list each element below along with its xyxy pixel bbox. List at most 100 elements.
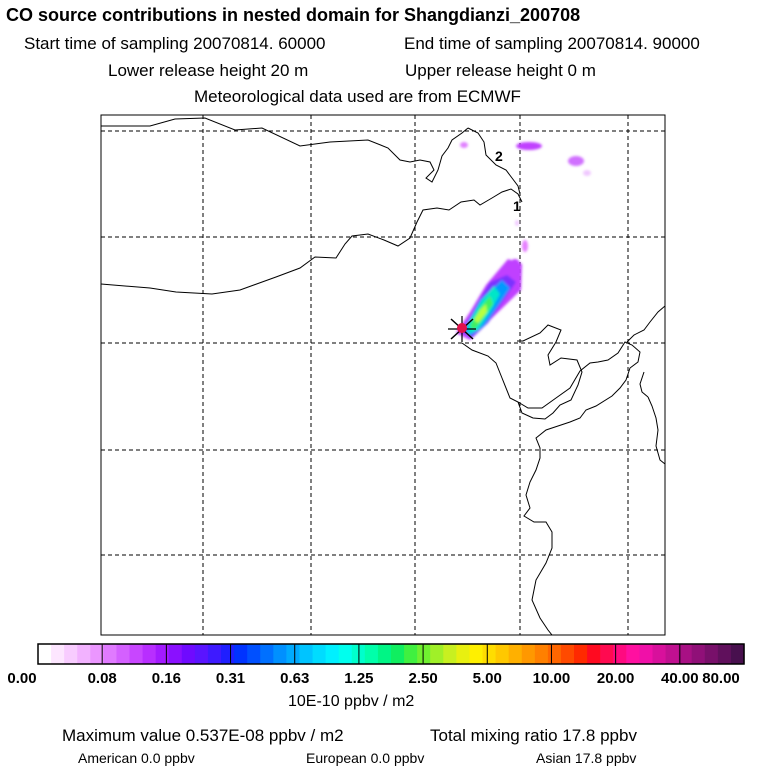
colorbar-cell xyxy=(534,644,549,664)
colorbar-tick-label: 1.25 xyxy=(344,670,374,687)
colorbar-cell xyxy=(691,644,706,664)
colorbar-tick-label: 0.00 xyxy=(7,670,37,687)
colorbar-cell xyxy=(574,644,588,664)
colorbar-tick-label: 0.31 xyxy=(215,670,246,687)
receptor-marker xyxy=(448,316,476,342)
colorbar-cell xyxy=(338,644,353,664)
coastline-north xyxy=(467,127,521,195)
colorbar-cell xyxy=(299,644,314,664)
colorbar-cell xyxy=(521,644,536,664)
plume-patch-e xyxy=(583,170,591,176)
plume-patch-a xyxy=(509,259,521,277)
colorbar-cell xyxy=(717,644,732,664)
colorbar-cell xyxy=(730,644,745,664)
colorbar-cell xyxy=(495,644,510,664)
plume-patch-f xyxy=(460,142,468,148)
colorbar-cell xyxy=(430,644,444,664)
american-contribution: American 0.0 ppbv xyxy=(78,750,195,766)
colorbar-cell xyxy=(51,644,65,664)
colorbar-cell xyxy=(364,644,379,664)
coastline-korea xyxy=(626,305,665,343)
european-contribution: European 0.0 ppbv xyxy=(306,750,425,766)
colorbar-cell xyxy=(613,644,627,664)
colorbar-dividers xyxy=(101,644,681,664)
lower-release-height-label: Lower release height 20 m xyxy=(108,61,309,80)
map-grid xyxy=(101,115,665,635)
total-mixing-ratio: Total mixing ratio 17.8 ppbv xyxy=(430,726,637,745)
coastline-bohai xyxy=(461,324,583,420)
colorbar-cell xyxy=(404,644,418,664)
colorbar-tick-label: 20.00 xyxy=(596,670,635,687)
colorbar-cell xyxy=(704,644,719,664)
colorbar-cell xyxy=(168,644,183,664)
colorbar-cell xyxy=(90,644,104,664)
boundary-north xyxy=(101,117,469,183)
colorbar-cell xyxy=(234,644,248,664)
colorbar-cell xyxy=(587,644,601,664)
plume-patch-d xyxy=(568,156,584,166)
colorbar-cell xyxy=(103,644,118,664)
colorbar-tick-label: 5.00 xyxy=(472,670,502,687)
colorbar-cell xyxy=(456,644,471,664)
colorbar-cell xyxy=(273,644,287,664)
colorbar-cell xyxy=(207,644,222,664)
colorbar-cell xyxy=(547,644,562,664)
colorbar-cell xyxy=(142,644,157,664)
colorbar-tick-label: 80.00 xyxy=(702,670,740,687)
colorbar-cell xyxy=(325,644,340,664)
marker-1-label: 1 xyxy=(513,198,521,214)
plume-patch-g xyxy=(515,220,519,226)
asian-contribution: Asian 17.8 ppbv xyxy=(536,750,637,766)
colorbar-cell xyxy=(129,644,144,664)
colorbar-cell xyxy=(469,644,484,664)
colorbar-cell xyxy=(64,644,78,664)
marker-2-label: 2 xyxy=(495,148,503,164)
colorbar-tick-label: 40.00 xyxy=(661,670,699,687)
colorbar-cell xyxy=(77,644,91,664)
colorbar-tick-label: 0.63 xyxy=(280,670,310,687)
colorbar-cell xyxy=(600,644,614,664)
boundary-central xyxy=(101,188,523,295)
colorbar-tick-label: 0.16 xyxy=(151,670,181,687)
map-frame xyxy=(100,114,666,636)
colorbar-frame xyxy=(37,643,745,665)
colorbar-cell xyxy=(508,644,523,664)
colorbar-cell xyxy=(443,644,457,664)
upper-release-height-label: Upper release height 0 m xyxy=(405,61,596,80)
bay-detail xyxy=(639,371,649,398)
colorbar-unit: 10E-10 ppbv / m2 xyxy=(288,693,415,710)
colorbar-cell xyxy=(665,644,680,664)
receptor-dot xyxy=(457,323,467,333)
plume-patch-c xyxy=(516,142,542,150)
plot-title: CO source contributions in nested domain… xyxy=(6,5,581,25)
colorbar-cell xyxy=(626,644,640,664)
met-data-label: Meteorological data used are from ECMWF xyxy=(194,87,521,106)
colorbar-cell xyxy=(312,644,327,664)
colorbar-cell xyxy=(155,644,170,664)
colorbar-cell xyxy=(678,644,693,664)
plume-patch-b xyxy=(522,240,528,252)
colorbar-cell xyxy=(417,644,431,664)
colorbar-cell xyxy=(181,644,196,664)
colorbar-cell xyxy=(639,644,654,664)
colorbar-cell xyxy=(38,644,52,664)
colorbar-cell xyxy=(652,644,667,664)
colorbar-cell xyxy=(194,644,209,664)
coastline-korea-2 xyxy=(647,396,665,465)
colorbar-tick-label: 2.50 xyxy=(408,670,438,687)
plume-level-6 xyxy=(474,304,487,323)
colorbar-cell xyxy=(560,644,575,664)
end-time-label: End time of sampling 20070814. 90000 xyxy=(404,34,700,53)
map-boundaries xyxy=(101,117,665,635)
maximum-value: Maximum value 0.537E-08 ppbv / m2 xyxy=(62,726,344,745)
colorbar-cell xyxy=(482,644,497,664)
colorbar-cell xyxy=(116,644,131,664)
colorbar-tick-label: 0.08 xyxy=(87,670,117,687)
colorbar-tick-label: 10.00 xyxy=(532,670,571,687)
colorbar-cell xyxy=(377,644,392,664)
colorbar-cells xyxy=(38,644,745,664)
start-time-label: Start time of sampling 20070814. 60000 xyxy=(24,34,326,53)
colorbar-cell xyxy=(391,644,405,664)
